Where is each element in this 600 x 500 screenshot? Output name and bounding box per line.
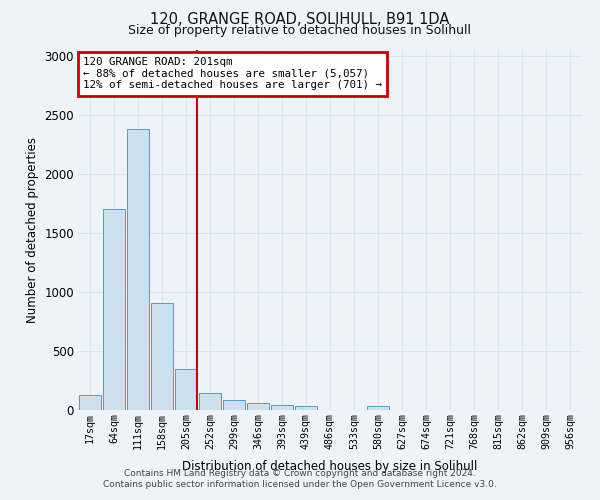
Text: 120, GRANGE ROAD, SOLIHULL, B91 1DA: 120, GRANGE ROAD, SOLIHULL, B91 1DA xyxy=(151,12,449,28)
Text: 120 GRANGE ROAD: 201sqm
← 88% of detached houses are smaller (5,057)
12% of semi: 120 GRANGE ROAD: 201sqm ← 88% of detache… xyxy=(83,57,382,90)
Bar xyxy=(103,210,125,410)
Bar xyxy=(175,368,197,410)
X-axis label: Distribution of detached houses by size in Solihull: Distribution of detached houses by size … xyxy=(182,460,478,473)
Bar xyxy=(247,403,269,410)
Text: Contains public sector information licensed under the Open Government Licence v3: Contains public sector information licen… xyxy=(103,480,497,489)
Y-axis label: Number of detached properties: Number of detached properties xyxy=(26,137,38,323)
Bar xyxy=(271,404,293,410)
Bar xyxy=(295,406,317,410)
Bar xyxy=(151,302,173,410)
Bar xyxy=(79,394,101,410)
Text: Contains HM Land Registry data © Crown copyright and database right 2024.: Contains HM Land Registry data © Crown c… xyxy=(124,468,476,477)
Text: Size of property relative to detached houses in Solihull: Size of property relative to detached ho… xyxy=(128,24,472,37)
Bar xyxy=(199,393,221,410)
Bar xyxy=(127,129,149,410)
Bar xyxy=(367,406,389,410)
Bar xyxy=(223,400,245,410)
